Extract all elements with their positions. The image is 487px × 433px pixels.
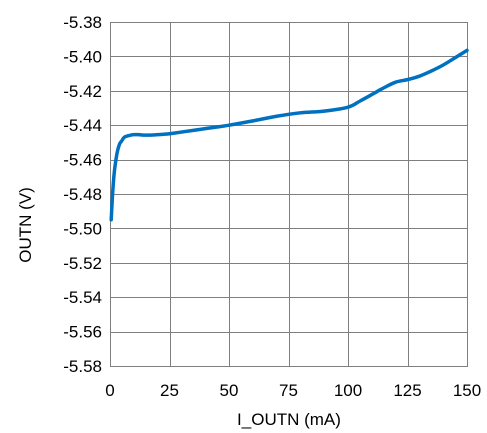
y-tick-label: -5.56 [63,323,102,342]
series-layer [109,48,469,222]
y-tick-label: -5.50 [63,219,102,238]
y-tick-label: -5.44 [63,116,102,135]
grid-layer [110,22,468,367]
x-tick-label: 25 [160,381,179,400]
x-tick-label: 75 [279,381,298,400]
y-tick-label: -5.48 [63,185,102,204]
x-tick-label: 125 [393,381,421,400]
plot-frame [110,22,468,367]
y-tick-label: -5.40 [63,47,102,66]
y-axis-tick-labels: -5.38 -5.40 -5.42 -5.44 -5.46 -5.48 -5.50 -5.52… [63,13,102,376]
x-tick-label: 50 [220,381,239,400]
y-tick-label: -5.54 [63,288,102,307]
x-tick-label: 100 [334,381,362,400]
y-tick-label: -5.38 [63,13,102,32]
y-axis-title: OUTN (V) [16,187,35,263]
y-tick-label: -5.46 [63,151,102,170]
y-tick-label: -5.42 [63,82,102,101]
x-axis-title: I_OUTN (mA) [237,410,341,429]
y-tick-label: -5.58 [63,357,102,376]
x-axis-tick-labels: 0 25 50 75 100 125 150 [105,381,481,400]
x-tick-label: 0 [105,381,114,400]
x-tick-label: 150 [453,381,481,400]
series-line [109,48,469,222]
y-tick-label: -5.52 [63,254,102,273]
